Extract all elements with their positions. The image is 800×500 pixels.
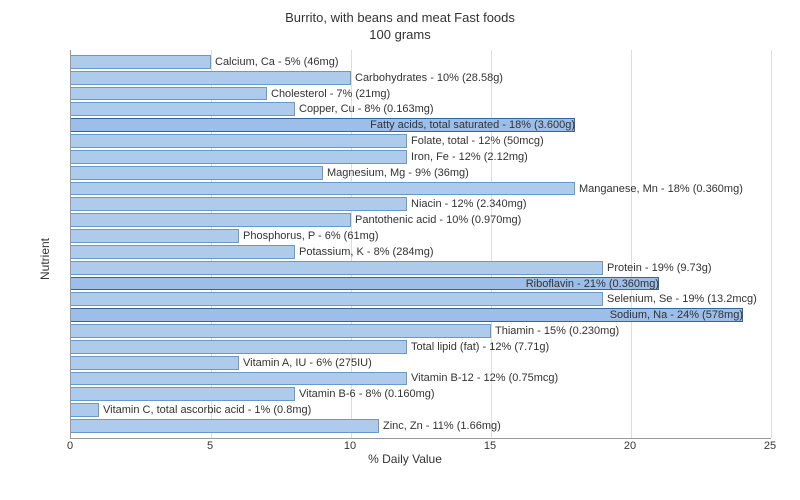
x-tick-label: 15 [484, 440, 496, 452]
nutrient-bar [71, 324, 491, 338]
x-tick-label: 10 [344, 440, 356, 452]
bar-row: Protein - 19% (9.73g) [71, 260, 771, 276]
bar-row: Iron, Fe - 12% (2.12mg) [71, 149, 771, 165]
gridline [771, 50, 772, 438]
nutrient-bar [71, 150, 407, 164]
bar-row: Vitamin C, total ascorbic acid - 1% (0.8… [71, 402, 771, 418]
nutrient-label: Vitamin C, total ascorbic acid - 1% (0.8… [99, 402, 311, 418]
chart-title: Burrito, with beans and meat Fast foods … [0, 0, 800, 44]
nutrient-label: Niacin - 12% (2.340mg) [407, 196, 527, 212]
nutrient-label: Manganese, Mn - 18% (0.360mg) [575, 181, 743, 197]
nutrient-bar [71, 245, 295, 259]
nutrient-bar [71, 213, 351, 227]
nutrient-label: Copper, Cu - 8% (0.163mg) [295, 101, 434, 117]
nutrient-label: Sodium, Na - 24% (578mg) [71, 307, 747, 323]
nutrient-label: Folate, total - 12% (50mcg) [407, 133, 544, 149]
nutrient-label: Pantothenic acid - 10% (0.970mg) [351, 212, 521, 228]
nutrient-label: Thiamin - 15% (0.230mg) [491, 323, 619, 339]
nutrient-bar [71, 387, 295, 401]
nutrient-label: Potassium, K - 8% (284mg) [295, 244, 434, 260]
nutrient-bar [71, 403, 99, 417]
bar-row: Pantothenic acid - 10% (0.970mg) [71, 212, 771, 228]
x-axis-label: % Daily Value [30, 452, 780, 466]
nutrient-bar [71, 166, 323, 180]
nutrient-bar [71, 55, 211, 69]
nutrient-label: Magnesium, Mg - 9% (36mg) [323, 165, 469, 181]
nutrient-label: Carbohydrates - 10% (28.58g) [351, 70, 503, 86]
bar-row: Calcium, Ca - 5% (46mg) [71, 54, 771, 70]
nutrient-bar [71, 71, 351, 85]
nutrient-label: Cholesterol - 7% (21mg) [267, 86, 390, 102]
bar-row: Fatty acids, total saturated - 18% (3.60… [71, 117, 771, 133]
title-line1: Burrito, with beans and meat Fast foods [285, 10, 515, 25]
nutrient-bar [71, 372, 407, 386]
bar-row: Zinc, Zn - 11% (1.66mg) [71, 418, 771, 434]
bar-row: Sodium, Na - 24% (578mg) [71, 307, 771, 323]
bar-row: Potassium, K - 8% (284mg) [71, 244, 771, 260]
nutrient-bar [71, 292, 603, 306]
bar-row: Cholesterol - 7% (21mg) [71, 86, 771, 102]
nutrient-label: Iron, Fe - 12% (2.12mg) [407, 149, 528, 165]
x-tick-label: 0 [67, 440, 73, 452]
nutrient-bar [71, 356, 239, 370]
nutrient-label: Vitamin A, IU - 6% (275IU) [239, 355, 372, 371]
nutrient-label: Phosphorus, P - 6% (61mg) [239, 228, 379, 244]
nutrient-label: Fatty acids, total saturated - 18% (3.60… [71, 117, 579, 133]
bar-row: Magnesium, Mg - 9% (36mg) [71, 165, 771, 181]
bar-row: Selenium, Se - 19% (13.2mcg) [71, 291, 771, 307]
nutrient-bar [71, 102, 295, 116]
nutrient-label: Vitamin B-12 - 12% (0.75mcg) [407, 371, 558, 387]
title-line2: 100 grams [369, 27, 430, 42]
nutrient-label: Protein - 19% (9.73g) [603, 260, 712, 276]
nutrient-label: Selenium, Se - 19% (13.2mcg) [603, 291, 757, 307]
bars-group: Calcium, Ca - 5% (46mg) Carbohydrates - 1… [71, 54, 771, 434]
nutrient-label: Total lipid (fat) - 12% (7.71g) [407, 339, 549, 355]
nutrient-bar [71, 134, 407, 148]
nutrient-bar [71, 87, 267, 101]
y-axis-label: Nutrient [38, 238, 52, 280]
nutrient-bar [71, 197, 407, 211]
nutrient-bar [71, 340, 407, 354]
bar-row: Phosphorus, P - 6% (61mg) [71, 228, 771, 244]
nutrient-label: Vitamin B-6 - 8% (0.160mg) [295, 386, 435, 402]
nutrient-label: Zinc, Zn - 11% (1.66mg) [379, 418, 501, 434]
bar-row: Vitamin B-12 - 12% (0.75mcg) [71, 371, 771, 387]
bar-row: Vitamin A, IU - 6% (275IU) [71, 355, 771, 371]
x-tick-label: 20 [624, 440, 636, 452]
bar-row: Vitamin B-6 - 8% (0.160mg) [71, 386, 771, 402]
bar-row: Folate, total - 12% (50mcg) [71, 133, 771, 149]
nutrient-bar [71, 419, 379, 433]
bar-row: Copper, Cu - 8% (0.163mg) [71, 101, 771, 117]
bar-row: Manganese, Mn - 18% (0.360mg) [71, 181, 771, 197]
bar-row: Carbohydrates - 10% (28.58g) [71, 70, 771, 86]
nutrient-label: Calcium, Ca - 5% (46mg) [211, 54, 338, 70]
nutrient-label: Riboflavin - 21% (0.360mg) [71, 276, 663, 292]
chart-container: Nutrient Calcium, Ca - 5% (46mg) Carbohyd… [30, 50, 780, 470]
nutrient-bar [71, 229, 239, 243]
nutrient-bar [71, 261, 603, 275]
bar-row: Riboflavin - 21% (0.360mg) [71, 276, 771, 292]
x-tick-label: 5 [207, 440, 213, 452]
bar-row: Total lipid (fat) - 12% (7.71g) [71, 339, 771, 355]
x-tick-label: 25 [764, 440, 776, 452]
nutrient-bar [71, 182, 575, 196]
bar-row: Thiamin - 15% (0.230mg) [71, 323, 771, 339]
plot-area: Calcium, Ca - 5% (46mg) Carbohydrates - 1… [70, 50, 771, 439]
bar-row: Niacin - 12% (2.340mg) [71, 196, 771, 212]
